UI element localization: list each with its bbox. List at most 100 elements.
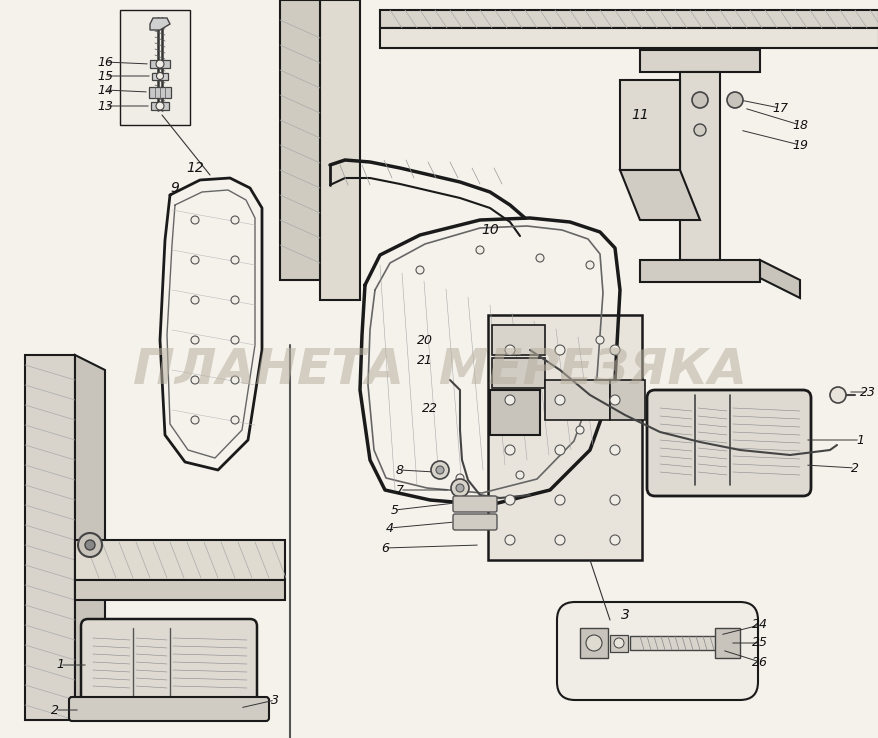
- Polygon shape: [492, 358, 544, 388]
- Text: 8: 8: [396, 463, 404, 477]
- Text: 6: 6: [380, 542, 389, 554]
- Text: 12: 12: [186, 161, 204, 175]
- Circle shape: [554, 535, 565, 545]
- FancyBboxPatch shape: [452, 514, 496, 530]
- Text: 5: 5: [391, 503, 399, 517]
- Circle shape: [586, 635, 601, 651]
- Polygon shape: [379, 10, 878, 28]
- FancyBboxPatch shape: [646, 390, 810, 496]
- Circle shape: [575, 426, 583, 434]
- Circle shape: [191, 376, 198, 384]
- Polygon shape: [280, 0, 320, 280]
- Circle shape: [231, 256, 239, 264]
- Circle shape: [191, 296, 198, 304]
- Circle shape: [231, 416, 239, 424]
- Text: ПЛАНЕТА  МЕРЕЗЯКА: ПЛАНЕТА МЕРЕЗЯКА: [133, 346, 746, 394]
- Circle shape: [505, 445, 515, 455]
- Polygon shape: [75, 580, 284, 600]
- FancyBboxPatch shape: [452, 496, 496, 512]
- Circle shape: [415, 266, 423, 274]
- Circle shape: [430, 461, 449, 479]
- Text: 3: 3: [620, 608, 629, 622]
- FancyBboxPatch shape: [557, 602, 757, 700]
- Circle shape: [456, 484, 464, 492]
- Circle shape: [450, 479, 469, 497]
- Text: 3: 3: [270, 694, 278, 706]
- FancyBboxPatch shape: [68, 697, 269, 721]
- Circle shape: [554, 395, 565, 405]
- Polygon shape: [150, 18, 169, 30]
- Text: 2: 2: [51, 703, 59, 717]
- Polygon shape: [544, 380, 609, 420]
- Text: 26: 26: [752, 655, 767, 669]
- Circle shape: [515, 471, 523, 479]
- Circle shape: [155, 60, 164, 68]
- Text: 18: 18: [791, 119, 807, 131]
- Circle shape: [191, 336, 198, 344]
- Circle shape: [155, 102, 164, 110]
- Polygon shape: [759, 260, 799, 298]
- Text: 11: 11: [630, 108, 648, 122]
- Circle shape: [231, 376, 239, 384]
- Circle shape: [78, 533, 102, 557]
- Polygon shape: [630, 636, 719, 650]
- Text: 24: 24: [752, 618, 767, 632]
- Circle shape: [691, 92, 707, 108]
- Circle shape: [609, 445, 619, 455]
- Polygon shape: [379, 28, 878, 48]
- Text: 2: 2: [850, 461, 858, 475]
- FancyBboxPatch shape: [81, 619, 256, 705]
- Text: 19: 19: [791, 139, 807, 151]
- Polygon shape: [680, 72, 719, 260]
- Circle shape: [554, 445, 565, 455]
- Polygon shape: [609, 380, 644, 420]
- Circle shape: [476, 246, 484, 254]
- Text: 10: 10: [480, 223, 499, 237]
- Polygon shape: [639, 50, 759, 72]
- Circle shape: [609, 535, 619, 545]
- Polygon shape: [75, 355, 104, 720]
- Text: 16: 16: [97, 55, 113, 69]
- Text: 14: 14: [97, 83, 113, 97]
- Polygon shape: [120, 10, 190, 125]
- Polygon shape: [487, 315, 641, 560]
- Polygon shape: [714, 628, 739, 658]
- Circle shape: [456, 474, 464, 482]
- Circle shape: [609, 395, 619, 405]
- Circle shape: [505, 495, 515, 505]
- Text: 17: 17: [771, 102, 787, 114]
- Polygon shape: [619, 170, 699, 220]
- Circle shape: [435, 466, 443, 474]
- Polygon shape: [151, 102, 169, 110]
- Text: 23: 23: [859, 385, 875, 399]
- Polygon shape: [25, 355, 75, 720]
- Circle shape: [536, 254, 543, 262]
- Text: 22: 22: [421, 401, 437, 415]
- Circle shape: [595, 336, 603, 344]
- Circle shape: [191, 216, 198, 224]
- Circle shape: [191, 416, 198, 424]
- Text: 1: 1: [56, 658, 64, 672]
- Circle shape: [694, 124, 705, 136]
- Circle shape: [614, 638, 623, 648]
- Polygon shape: [639, 260, 759, 282]
- Circle shape: [156, 72, 163, 80]
- Polygon shape: [609, 635, 627, 652]
- Circle shape: [609, 495, 619, 505]
- Polygon shape: [619, 80, 680, 170]
- Text: 13: 13: [97, 100, 113, 112]
- Polygon shape: [320, 0, 360, 300]
- Circle shape: [505, 535, 515, 545]
- Polygon shape: [149, 87, 171, 98]
- Circle shape: [829, 387, 845, 403]
- Text: 9: 9: [170, 181, 179, 195]
- Circle shape: [231, 216, 239, 224]
- Text: 4: 4: [385, 522, 393, 534]
- Circle shape: [586, 261, 594, 269]
- Polygon shape: [150, 60, 169, 68]
- Text: 21: 21: [416, 354, 433, 367]
- Polygon shape: [75, 540, 284, 580]
- Text: 1: 1: [855, 433, 863, 446]
- Circle shape: [191, 256, 198, 264]
- Polygon shape: [489, 390, 539, 435]
